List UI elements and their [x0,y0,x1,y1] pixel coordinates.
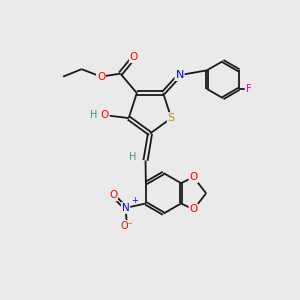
Text: O: O [189,172,198,182]
Text: O⁻: O⁻ [121,221,134,231]
Text: O: O [130,52,138,62]
Text: O: O [109,190,117,200]
Text: N: N [122,203,129,213]
Text: F: F [245,84,251,94]
Text: +: + [131,196,138,205]
Text: O: O [101,110,109,120]
Text: O: O [189,204,198,214]
Text: S: S [168,113,175,123]
Text: H: H [90,110,97,120]
Text: O: O [97,72,105,82]
Text: H: H [129,152,137,163]
Text: N: N [176,70,184,80]
